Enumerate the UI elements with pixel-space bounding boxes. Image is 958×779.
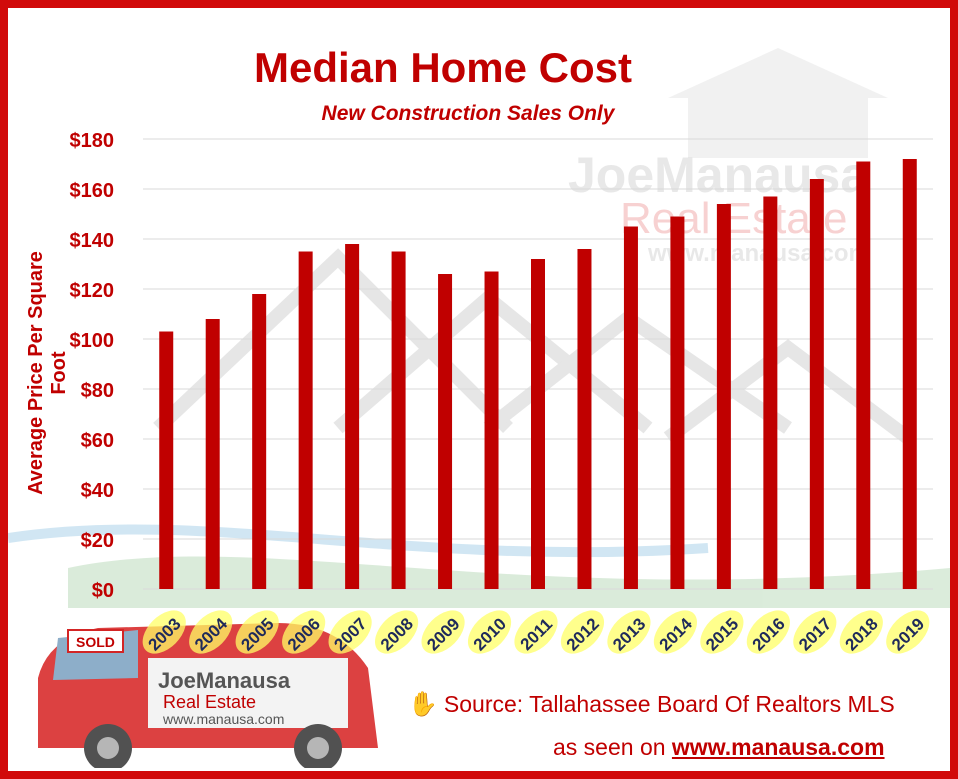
bar-2011 — [531, 259, 545, 589]
y-tick-label: $40 — [81, 480, 114, 502]
y-tick-label: $60 — [81, 430, 114, 452]
y-tick-label: $180 — [70, 130, 115, 152]
bar-2017 — [809, 179, 824, 589]
x-tick-highlight — [189, 610, 233, 654]
x-tick-highlight — [235, 610, 279, 654]
bar-2016 — [763, 196, 778, 589]
x-tick-highlight — [142, 610, 186, 654]
seen-prefix: as seen on — [553, 734, 672, 760]
car-sold-text: SOLD — [76, 634, 115, 650]
x-tick-highlight — [746, 610, 790, 654]
bar-2006 — [298, 251, 313, 589]
car-brand-top: JoeManausa — [158, 668, 291, 693]
x-tick-highlight — [839, 610, 883, 654]
bar-2004 — [205, 319, 220, 589]
y-tick-label: $20 — [81, 530, 114, 552]
bar-2012 — [577, 249, 592, 589]
car-url: www.manausa.com — [162, 711, 284, 727]
y-tick-label: $0 — [92, 580, 114, 602]
y-tick-label: $120 — [70, 280, 115, 302]
x-tick-highlight — [467, 610, 512, 654]
source-line: ✋ Source: Tallahassee Board Of Realtors M… — [408, 690, 895, 719]
x-tick-highlight — [793, 610, 837, 654]
chart-title: Median Home Cost — [253, 44, 633, 91]
chart-subtitle: New Construction Sales Only — [321, 102, 615, 125]
source-text: Source: Tallahassee Board Of Realtors ML… — [443, 691, 895, 717]
bar-2007 — [345, 244, 360, 589]
x-tick-highlight — [607, 610, 651, 654]
seen-on-line: as seen on www.manausa.com — [553, 734, 885, 761]
x-tick-highlight — [886, 610, 930, 654]
seen-url-link[interactable]: www.manausa.com — [671, 734, 885, 760]
car-icon: SOLD JoeManausa Real Estate www.manausa.… — [38, 623, 378, 768]
car-brand-bottom: Real Estate — [163, 692, 256, 712]
x-tick-highlight — [328, 610, 372, 654]
hand-icon: ✋ — [408, 691, 438, 718]
bar-2003 — [159, 331, 174, 589]
bar-2014 — [670, 216, 685, 589]
watermark-brand-bottom: Real Estate — [620, 194, 848, 243]
x-tick-highlight — [700, 610, 744, 654]
x-tick-highlight — [282, 610, 326, 654]
bar-2010 — [484, 271, 499, 589]
bar-2018 — [856, 161, 871, 589]
x-tick-highlight — [560, 610, 605, 654]
bar-2005 — [252, 294, 267, 589]
y-tick-label: $100 — [70, 330, 115, 352]
x-tick-highlight — [514, 610, 558, 654]
watermark-url: www.manausa.com — [648, 240, 870, 267]
x-tick-highlight — [375, 610, 419, 654]
y-tick-label: $160 — [70, 180, 115, 202]
bar-2009 — [438, 274, 453, 589]
x-tick-highlight — [653, 610, 697, 654]
y-tick-label: $140 — [70, 230, 115, 252]
x-tick-highlight — [421, 610, 465, 654]
bar-2019 — [902, 159, 917, 589]
y-tick-label: $80 — [81, 380, 114, 402]
bar-2013 — [623, 226, 638, 589]
bar-2008 — [391, 251, 406, 589]
bar-2015 — [716, 204, 731, 589]
